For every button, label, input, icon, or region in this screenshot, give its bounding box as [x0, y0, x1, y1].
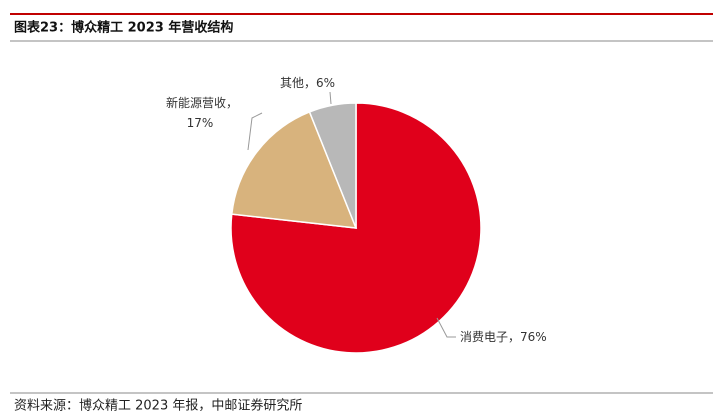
leader-line [247, 112, 263, 151]
label-separator: ， [304, 76, 316, 90]
data-label: 新能源营收， [166, 95, 238, 110]
data-label: 17% [187, 116, 214, 130]
value-label: 6% [316, 76, 335, 90]
value-label: 76% [520, 330, 547, 344]
pie-slice [230, 110, 358, 229]
leader-line [329, 91, 332, 105]
category-name: 新能源营收 [166, 95, 226, 110]
data-label: 消费电子，76% [460, 330, 547, 344]
data-label: 其他，6% [280, 76, 335, 90]
category-name: 其他 [280, 76, 304, 90]
chart-title: 图表23：博众精工 2023 年营收结构 [14, 20, 233, 36]
leader-line [436, 317, 456, 338]
source: 资料来源：博众精工 2023 年报，中邮证券研究所 [14, 398, 302, 411]
value-label: 17% [187, 116, 214, 130]
category-name: 消费电子 [460, 330, 508, 344]
pie-slice [308, 102, 357, 229]
label-separator: ， [226, 96, 238, 110]
label-separator: ， [508, 330, 520, 344]
